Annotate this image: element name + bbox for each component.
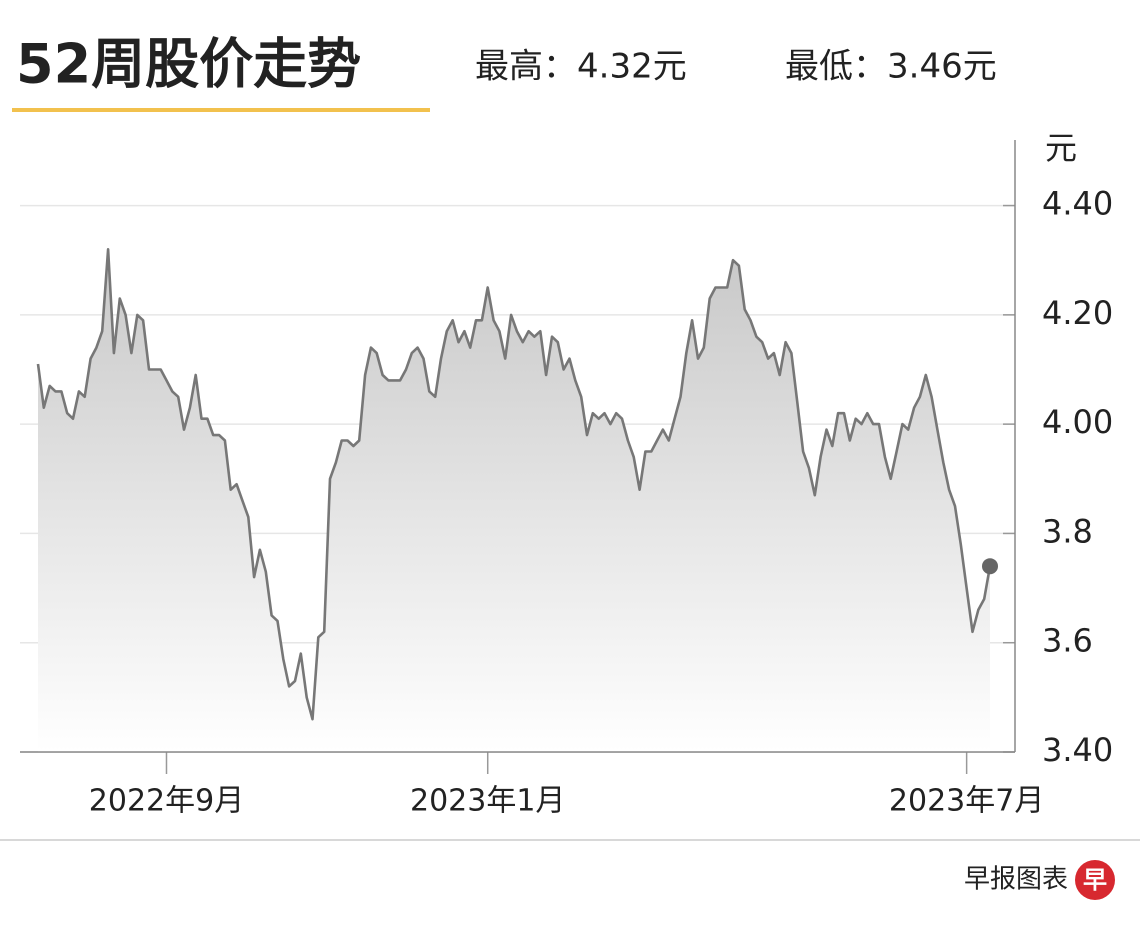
y-tick-label: 3.40 (1042, 731, 1113, 769)
y-tick-label: 4.40 (1042, 185, 1113, 223)
title-underline (12, 108, 430, 112)
price-line (36, 248, 992, 721)
subtitle-high: 最高：4.32元 (475, 47, 687, 87)
chart-title: 52周股价走势 (16, 33, 361, 96)
subtitle-low: 最低：3.46元 (785, 47, 997, 87)
logo: 早 (1083, 866, 1107, 894)
x-tick-label: 2022年9月 (89, 784, 244, 819)
plot: 3.40 3.6 3.8 4.00 4.20 4.40 2022年9月 2023年1月 2023… (20, 140, 1113, 819)
area-fill (38, 249, 990, 753)
y-tick-label: 3.6 (1042, 622, 1093, 660)
y-tick-label: 4.00 (1042, 403, 1113, 441)
source: 早报图表 (964, 865, 1068, 895)
last-point (982, 558, 998, 575)
y-axis-label: 元 (1045, 129, 1077, 167)
y-tick-label: 4.20 (1042, 294, 1113, 332)
y-tick-label: 3.8 (1042, 512, 1093, 550)
logo-badge (1075, 860, 1115, 900)
x-tick-label: 2023年1月 (410, 784, 565, 819)
x-tick-label: 2023年7月 (889, 784, 1044, 819)
